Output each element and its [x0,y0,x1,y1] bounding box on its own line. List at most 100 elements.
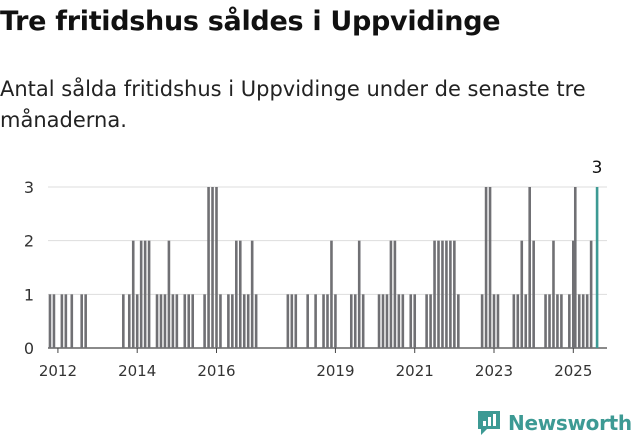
bar [235,240,238,348]
x-tick-label: 2025 [554,362,592,380]
bar [242,294,246,348]
bar [70,294,74,348]
y-tick-label: 1 [24,285,34,304]
bar [139,240,143,348]
bar [484,187,488,348]
bar [143,240,147,348]
bar [80,294,83,348]
bar [211,187,214,348]
bar [60,294,64,348]
bar [577,294,581,348]
bar [187,294,191,348]
x-tick-label: 2016 [197,362,235,380]
bar [445,240,448,348]
bar [381,294,385,348]
bar [215,187,218,348]
bar [512,294,516,348]
bar [330,240,333,348]
x-tick-label: 2019 [316,362,354,380]
bar [453,240,456,348]
bar [155,294,159,348]
bar [377,294,381,348]
bar [227,294,230,348]
bar [425,294,428,348]
bar [122,294,125,348]
bar [385,294,389,348]
bar [389,240,393,348]
bar [246,294,250,348]
bar [147,240,151,348]
chart-subtitle: Antal sålda fritidshus i Uppvidinge unde… [0,77,586,132]
bar [393,240,397,348]
bar [524,294,528,348]
bar [520,240,524,348]
bar [488,187,492,348]
bar [449,240,452,348]
x-tick-label: 2021 [396,362,434,380]
bar [589,240,593,348]
bar [544,294,547,348]
bar [585,294,589,348]
bar [238,240,242,348]
bar [163,294,167,348]
bar [573,187,577,348]
bar [326,294,329,348]
y-tick-label: 0 [24,339,34,358]
bar [353,294,357,348]
newsworthy-logo-icon [478,411,500,435]
bar [401,294,405,348]
y-tick-label: 3 [24,178,34,197]
bar [231,294,234,348]
bar [167,240,171,348]
x-tick-label: 2014 [118,362,156,380]
brand-name: Newsworthy [508,411,631,435]
bar [361,294,365,348]
bar [496,294,500,348]
bar [552,240,555,348]
bar [397,294,401,348]
bar [480,294,484,348]
bar [294,294,298,348]
bar [548,294,551,348]
newsworthy-brand: Newsworthy [476,408,631,438]
bar [556,294,559,348]
bar [581,294,585,348]
bar [357,240,361,348]
bar [568,294,571,348]
x-tick-label: 2012 [39,362,77,380]
chart-title: Tre fritidshus såldes i Uppvidinge [0,6,501,37]
bar [52,294,56,348]
bar [492,294,496,348]
bar [532,240,535,348]
highlight-bar [595,187,599,348]
data-label: 3 [592,158,603,178]
bar [572,240,575,348]
bar [159,294,163,348]
bar [127,294,131,348]
bar [314,294,317,348]
bar [334,294,337,348]
bar [409,294,413,348]
bar [219,294,222,348]
bar [48,294,52,348]
bar [306,294,309,348]
bar [135,294,139,348]
x-tick-label: 2023 [475,362,513,380]
bar [286,294,290,348]
bar [131,240,135,348]
bar [349,294,353,348]
bar [429,294,432,348]
bar [84,294,87,348]
bar [516,294,520,348]
bar [175,294,179,348]
bar [203,294,206,348]
bar [183,294,187,348]
bar [191,294,195,348]
bar [441,240,444,348]
bar [64,294,68,348]
bar [433,240,436,348]
bar [457,294,460,348]
bar [322,294,325,348]
bar [413,294,417,348]
